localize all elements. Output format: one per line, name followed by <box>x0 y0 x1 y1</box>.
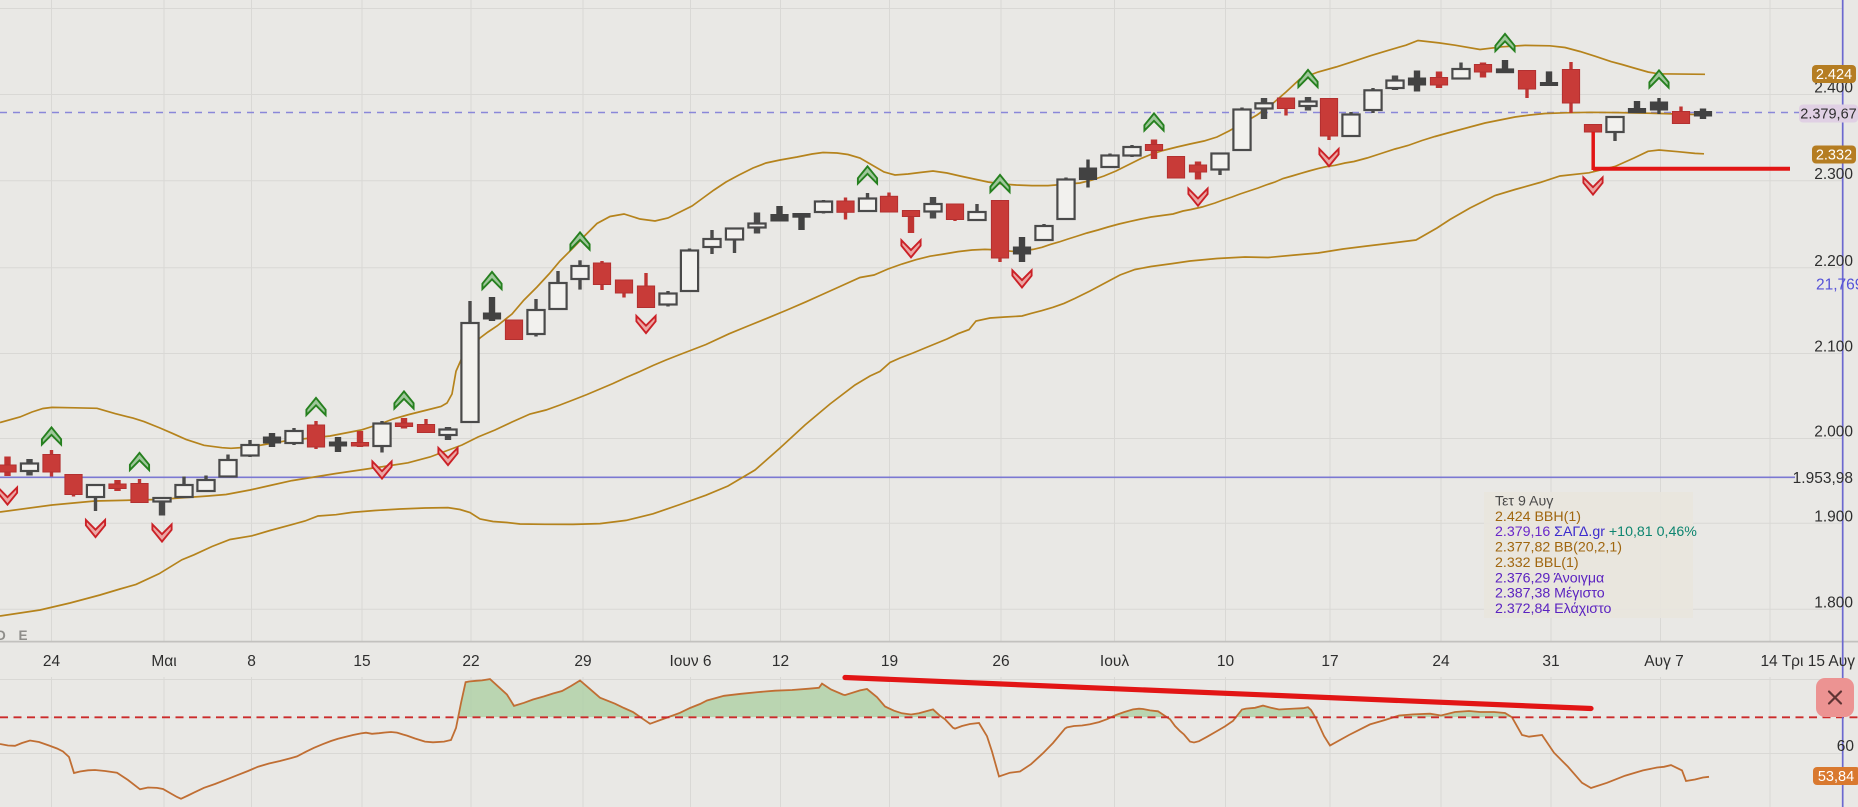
svg-text:31: 31 <box>1542 653 1559 670</box>
svg-text:2.379,16 ΣΑΓΔ.gr +10,81 0,46%: 2.379,16 ΣΑΓΔ.gr +10,81 0,46% <box>1495 524 1697 540</box>
svg-text:8: 8 <box>247 653 256 670</box>
svg-text:2.200: 2.200 <box>1814 253 1853 270</box>
svg-text:1.800: 1.800 <box>1814 595 1853 612</box>
svg-text:2.300: 2.300 <box>1814 166 1853 183</box>
svg-text:17: 17 <box>1321 653 1338 670</box>
svg-text:60: 60 <box>1837 738 1855 755</box>
svg-text:2.400: 2.400 <box>1814 80 1853 97</box>
svg-text:29: 29 <box>574 653 591 670</box>
svg-text:D E: D E <box>0 628 32 643</box>
svg-text:2.424 BBH(1): 2.424 BBH(1) <box>1495 509 1581 525</box>
svg-text:14 Τρι 15 Αυγ: 14 Τρι 15 Αυγ <box>1760 653 1855 670</box>
svg-text:Ιουν 6: Ιουν 6 <box>669 653 711 670</box>
svg-text:2.332: 2.332 <box>1816 148 1852 164</box>
svg-text:53,84: 53,84 <box>1818 769 1854 785</box>
svg-text:22: 22 <box>462 653 479 670</box>
svg-text:2.377,82 BB(20,2,1): 2.377,82 BB(20,2,1) <box>1495 540 1622 556</box>
svg-text:2.000: 2.000 <box>1814 424 1853 441</box>
svg-text:2.332 BBL(1): 2.332 BBL(1) <box>1495 555 1579 571</box>
svg-text:12: 12 <box>772 653 789 670</box>
svg-text:2.100: 2.100 <box>1814 339 1853 356</box>
svg-text:2.387,38 Μέγιστο: 2.387,38 Μέγιστο <box>1495 586 1605 602</box>
svg-text:24: 24 <box>43 653 61 670</box>
svg-text:10: 10 <box>1217 653 1235 670</box>
svg-text:Ιουλ: Ιουλ <box>1100 653 1129 670</box>
svg-text:26: 26 <box>992 653 1009 670</box>
svg-text:2.372,84 Ελάχιστο: 2.372,84 Ελάχιστο <box>1495 601 1611 617</box>
svg-text:1.953,98: 1.953,98 <box>1793 470 1853 487</box>
svg-text:2.376,29 Άνοιγμα: 2.376,29 Άνοιγμα <box>1495 570 1604 586</box>
svg-text:Τετ 9 Αυγ: Τετ 9 Αυγ <box>1495 494 1554 510</box>
svg-text:1.900: 1.900 <box>1814 508 1853 525</box>
svg-text:Μαι: Μαι <box>151 653 176 670</box>
svg-text:15: 15 <box>353 653 370 670</box>
svg-text:21,769: 21,769 <box>1816 277 1858 294</box>
svg-text:19: 19 <box>881 653 898 670</box>
svg-text:2.424: 2.424 <box>1816 67 1852 83</box>
svg-text:24: 24 <box>1432 653 1450 670</box>
svg-text:2.379,67: 2.379,67 <box>1800 107 1856 123</box>
svg-text:Αυγ 7: Αυγ 7 <box>1644 653 1684 670</box>
